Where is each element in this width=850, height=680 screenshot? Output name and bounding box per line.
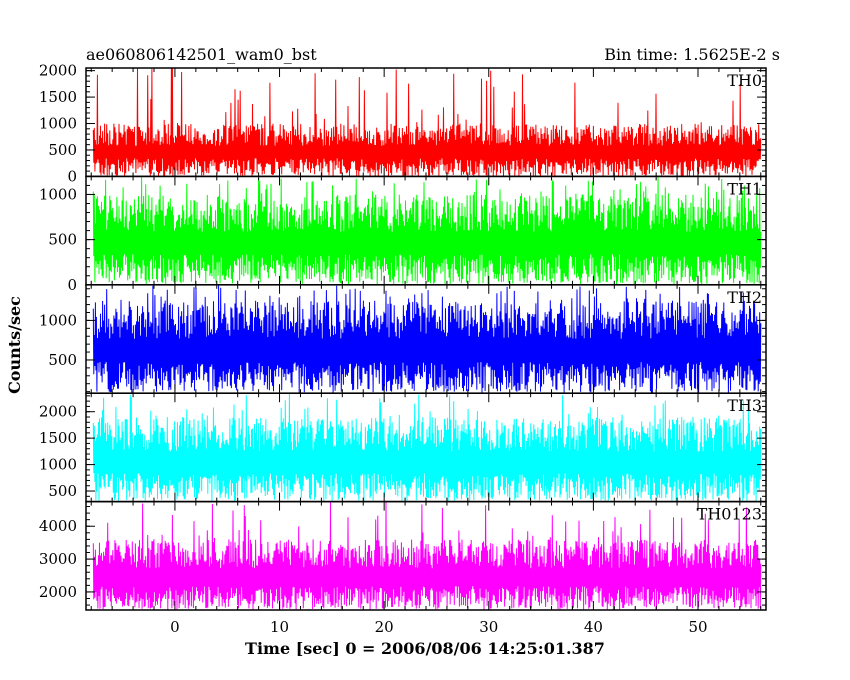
y-tick-label: 0: [67, 276, 77, 294]
panel-label: TH1: [727, 179, 762, 198]
bin-time-label: Bin time: 1.5625E-2 s: [604, 45, 780, 64]
panel-label: TH0123: [697, 505, 762, 524]
x-tick-label: 50: [688, 618, 707, 636]
x-axis-label: Time [sec] 0 = 2006/08/06 14:25:01.387: [245, 639, 605, 658]
series-line-th1: [92, 176, 762, 285]
y-tick-label: 1500: [39, 429, 77, 447]
panel-th0123: 2000 3000 4000 TH0123: [39, 500, 767, 611]
series-line-th0: [92, 68, 762, 177]
series-line-th2: [92, 284, 762, 394]
y-tick-label: 0: [67, 167, 77, 185]
series-line-th3: [92, 393, 762, 502]
y-tick-label: 4000: [39, 517, 77, 535]
panel-th3: 500 1000 1500 2000 TH3: [39, 392, 767, 503]
panel-th1: 0 500 1000 TH1: [39, 175, 767, 294]
x-tick-label: 20: [375, 618, 394, 636]
y-tick-label: 1000: [39, 456, 77, 474]
x-axis: 0 10 20 30 40 50: [170, 618, 707, 636]
panel-th2: 500 1000 TH2: [39, 284, 767, 394]
series-line-th0123: [92, 501, 762, 611]
panel-label: TH0: [727, 71, 762, 90]
y-tick-label: 2000: [39, 583, 77, 601]
y-tick-label: 500: [48, 351, 77, 369]
y-tick-label: 500: [48, 482, 77, 500]
y-tick-label: 500: [48, 231, 77, 249]
x-tick-label: 0: [170, 618, 180, 636]
y-tick-label: 1000: [39, 115, 77, 133]
x-tick-label: 40: [584, 618, 603, 636]
y-tick-label: 1000: [39, 311, 77, 329]
y-tick-label: 2000: [39, 62, 77, 80]
x-tick-label: 30: [479, 618, 498, 636]
y-axis-label: Counts/sec: [5, 296, 24, 394]
y-tick-label: 2000: [39, 403, 77, 421]
x-tick-label: 10: [270, 618, 289, 636]
y-tick-label: 1500: [39, 88, 77, 106]
chart-title: ae060806142501_wam0_bst: [86, 45, 317, 64]
panel-label: TH2: [727, 288, 762, 307]
y-tick-label: 1000: [39, 185, 77, 203]
panel-th0: 0 500 1000 1500 2000 TH0: [39, 62, 767, 185]
panels-group: 0 500 1000 1500 2000 TH0 0 500 1000 TH1 500 1000 TH2…: [39, 62, 767, 611]
panel-label: TH3: [727, 396, 762, 415]
y-tick-label: 3000: [39, 550, 77, 568]
y-tick-label: 500: [48, 141, 77, 159]
